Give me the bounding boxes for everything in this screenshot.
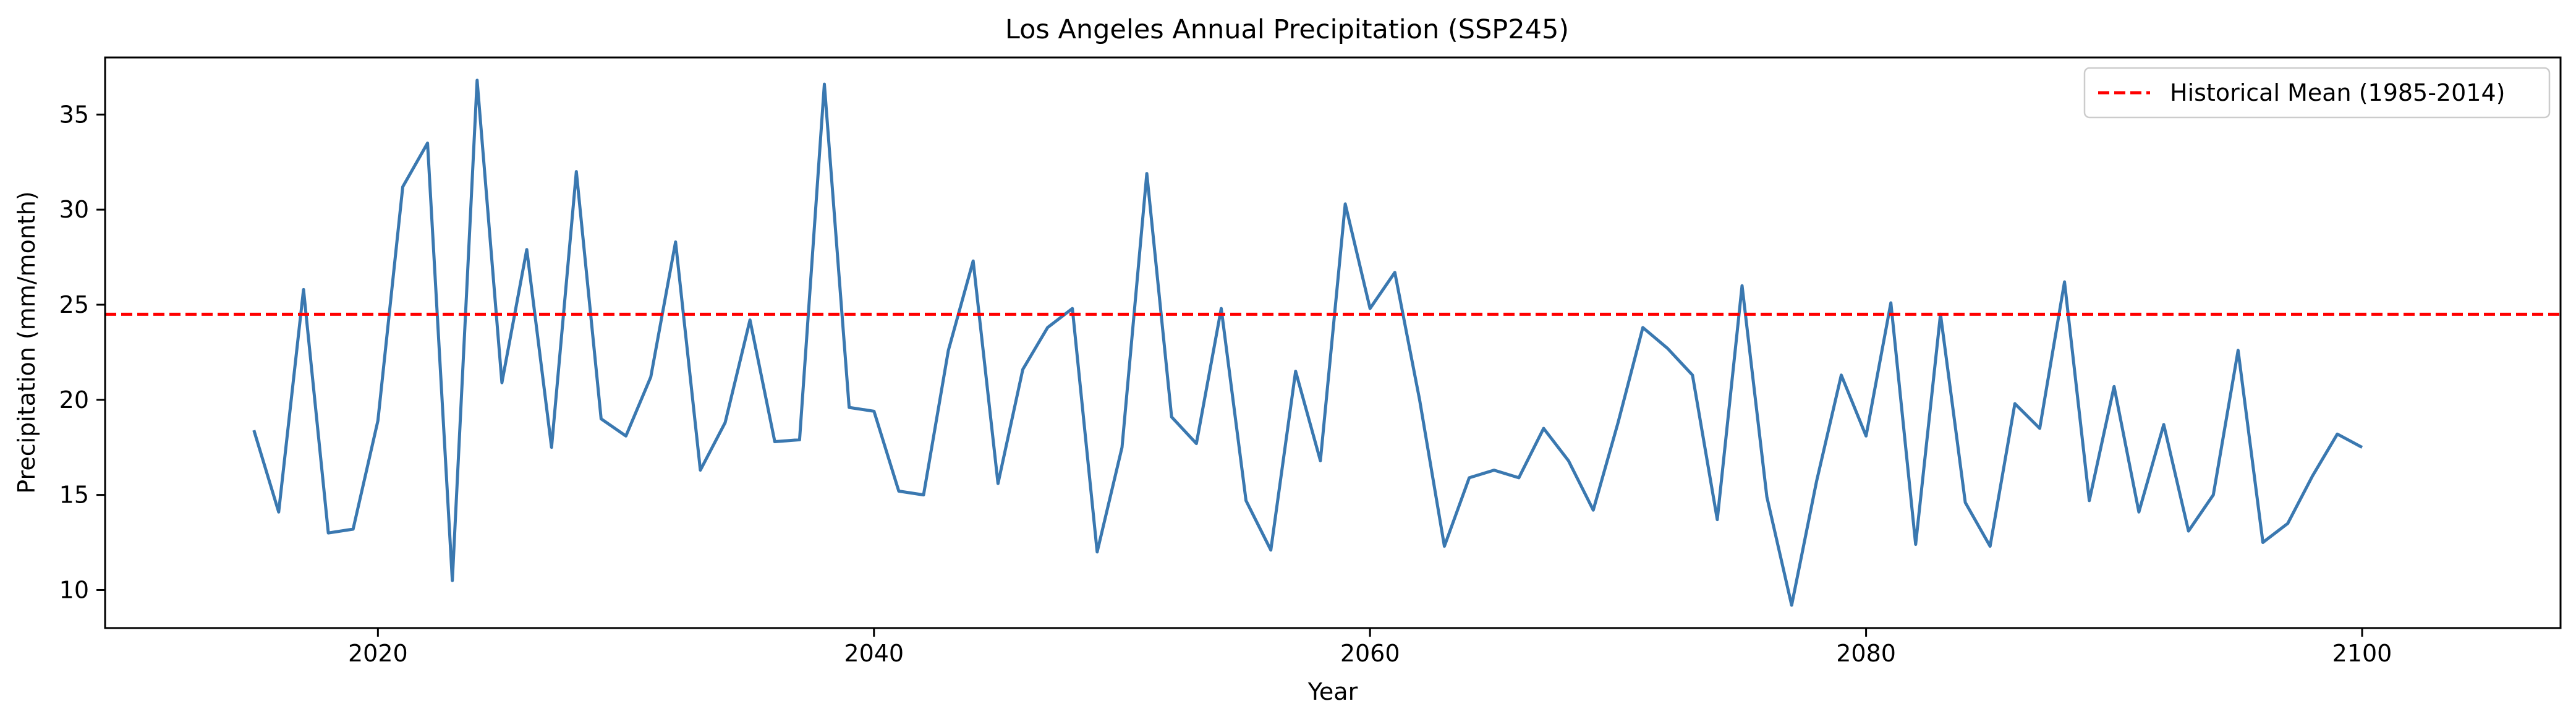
x-axis-label: Year [1307, 678, 1358, 705]
x-tick-label: 2100 [2332, 640, 2392, 667]
axis-ticks: 2020 2040 2060 2080 2100 10 15 20 25 30 35 [59, 101, 2392, 667]
y-tick-label: 15 [59, 482, 89, 509]
chart-title: Los Angeles Annual Precipitation (SSP245… [1005, 14, 1569, 45]
legend-label-historical-mean: Historical Mean (1985-2014) [2170, 79, 2505, 106]
y-tick-label: 10 [59, 576, 89, 603]
y-tick-label: 20 [59, 386, 89, 414]
plot-area [105, 79, 2561, 607]
x-tick-label: 2040 [844, 640, 904, 667]
y-tick-label: 35 [59, 101, 89, 128]
plot-frame [104, 56, 2562, 629]
legend-box [2083, 67, 2551, 119]
x-tick-label: 2080 [1836, 640, 1896, 667]
series-line-0 [252, 79, 2363, 607]
y-tick-label: 30 [59, 196, 89, 223]
x-tick-label: 2060 [1340, 640, 1400, 667]
x-tick-label: 2020 [348, 640, 408, 667]
y-axis-label: Precipitation (mm/month) [13, 191, 40, 493]
y-tick-label: 25 [59, 291, 89, 318]
legend: Historical Mean (1985-2014) [2083, 67, 2551, 119]
